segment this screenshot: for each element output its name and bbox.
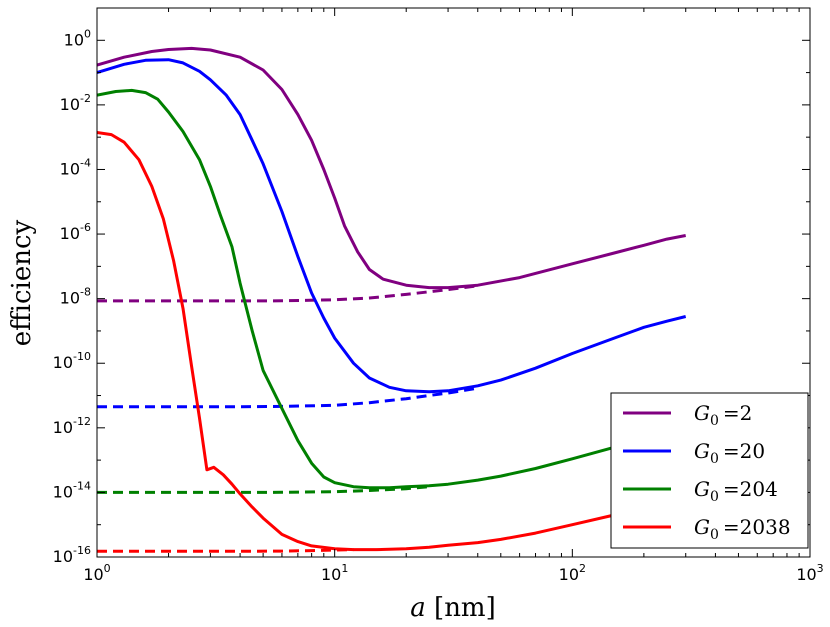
y-axis-label: efficiency [7, 219, 37, 346]
y-tick-label: 10-14 [53, 479, 91, 501]
legend: G0 =2 G0 =20 G0 =204 G0 =2038 [610, 392, 809, 549]
series-3-dashed-line [97, 485, 430, 494]
series-3-solid-line [97, 88, 686, 490]
y-tick-label: 10-4 [60, 156, 91, 178]
y-tick-label: 10-2 [60, 92, 91, 114]
series-4-solid-line [97, 131, 686, 552]
legend-label-1: G0 =2 [694, 401, 752, 429]
series-1-dashed-line [97, 284, 478, 303]
y-tick-label: 100 [64, 27, 91, 49]
legend-label-2: G0 =20 [694, 439, 765, 467]
plot-frame [96, 7, 811, 558]
y-tick-label: 10-16 [53, 544, 91, 566]
x-tick-label: 101 [321, 562, 348, 584]
legend-label-4: G0 =2038 [694, 515, 791, 543]
legend-label-3: G0 =204 [694, 477, 778, 505]
ticks-layer: 100 101 102 103 10-16 10-14 10-12 10-10 10-8 10-6… [53, 7, 824, 584]
y-tick-label: 10-10 [53, 350, 91, 372]
series-4-dashed-line [97, 548, 354, 553]
series-layer [97, 46, 687, 553]
series-2-dashed-line [97, 386, 479, 409]
x-axis-label: a [nm] [410, 593, 495, 623]
y-tick-label: 10-8 [60, 286, 91, 308]
x-tick-label: 100 [83, 562, 110, 584]
y-tick-label: 10-6 [60, 221, 91, 243]
legend-box [610, 392, 809, 549]
series-2-solid-line [97, 58, 687, 394]
y-tick-label: 10-12 [53, 415, 91, 437]
series-1-solid-line [97, 46, 686, 290]
x-tick-label: 102 [559, 562, 586, 584]
x-tick-label: 103 [796, 562, 823, 584]
